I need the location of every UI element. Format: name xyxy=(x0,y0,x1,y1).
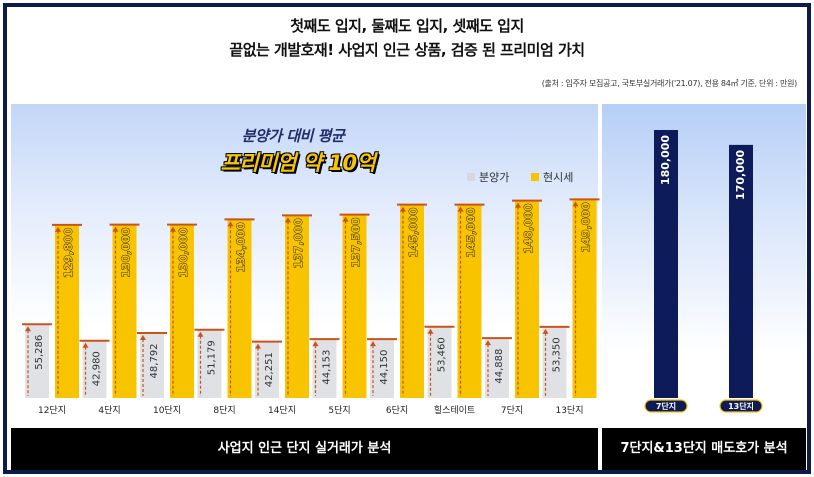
navy-category-label-1: 13단지 xyxy=(728,401,754,411)
arrow-head-current-7 xyxy=(457,206,464,212)
category-label-9: 13단지 xyxy=(555,405,583,416)
category-label-3: 8단지 xyxy=(213,405,235,416)
bar-current-5 xyxy=(342,214,367,398)
arrow-head-sale-8 xyxy=(485,340,491,346)
footer-left-title: 사업지 인근 단지 실거래가 분석 xyxy=(11,428,598,470)
bar-sale-0 xyxy=(25,324,49,398)
category-label-2: 10단지 xyxy=(153,405,181,416)
bar-current-1 xyxy=(112,224,137,398)
value-label-current-3: 134,000 xyxy=(235,222,248,272)
navy-bar-1 xyxy=(729,144,753,398)
bar-current-8 xyxy=(515,200,539,398)
value-label-current-5: 137,500 xyxy=(350,217,363,267)
value-label-sale-8: 44,888 xyxy=(494,349,505,384)
bar-current-6 xyxy=(400,204,424,398)
value-label-sale-6: 44,150 xyxy=(379,350,390,385)
value-label-sale-4: 42,251 xyxy=(264,352,275,387)
navy-category-pill-0 xyxy=(644,399,688,413)
value-label-sale-9: 53,350 xyxy=(552,337,563,372)
footer-right-title: 7단지&13단지 매도호가 분석 xyxy=(602,428,806,470)
bar-current-7 xyxy=(457,204,482,398)
arrow-head-current-2 xyxy=(170,226,176,232)
headline-line2: 끝없는 개발호재! 사업지 인근 상품, 검증 된 프리미엄 가치 xyxy=(229,41,585,59)
bar-sale-5 xyxy=(312,339,337,398)
right-chart-panel xyxy=(602,104,806,418)
value-label-sale-5: 44,153 xyxy=(322,350,333,385)
value-label-current-4: 137,000 xyxy=(292,218,305,268)
arrow-head-sale-6 xyxy=(370,341,376,347)
premium-caption: 프리미엄 약 10억 xyxy=(220,151,376,175)
bar-sale-1 xyxy=(82,340,107,398)
value-label-current-8: 148,000 xyxy=(522,203,535,253)
value-label-current-0: 129,800 xyxy=(62,228,75,278)
bar-sale-8 xyxy=(485,338,509,398)
category-label-6: 6단지 xyxy=(386,405,408,416)
arrow-head-sale-3 xyxy=(197,331,204,337)
arrow-head-current-6 xyxy=(400,206,406,212)
bar-current-9 xyxy=(572,199,597,398)
infographic-frame: 첫째도 입지, 둘째도 입지, 셋째도 입지 끝없는 개발호재! 사업지 인근 … xyxy=(3,3,811,474)
category-label-7: 힐스테이트 xyxy=(434,404,475,416)
arrow-head-sale-0 xyxy=(25,326,31,332)
value-label-current-7: 145,000 xyxy=(465,207,478,257)
right-bar-chart: 180,000 7단지 170,000 13단지 xyxy=(644,130,763,413)
value-label-sale-3: 51,179 xyxy=(207,340,218,375)
value-label-current-1: 130,000 xyxy=(120,227,133,277)
value-label-sale-1: 42,980 xyxy=(92,351,103,386)
bar-current-3 xyxy=(227,219,252,398)
arrow-head-current-5 xyxy=(342,216,349,222)
legend-sale-label: 분양가 xyxy=(479,171,510,184)
arrow-head-current-0 xyxy=(55,226,61,232)
navy-value-label-1: 170,000 xyxy=(734,149,747,199)
headline-line1: 첫째도 입지, 둘째도 입지, 셋째도 입지 xyxy=(290,17,524,35)
category-label-8: 7단지 xyxy=(501,405,523,416)
value-label-current-6: 145,000 xyxy=(407,207,420,257)
navy-category-pill-1 xyxy=(719,399,763,413)
bar-current-0 xyxy=(55,224,79,398)
arrow-head-sale-2 xyxy=(140,334,146,340)
legend-current-label: 현시세 xyxy=(543,171,574,184)
bar-sale-7 xyxy=(427,326,452,398)
bar-current-4 xyxy=(285,215,309,398)
value-label-current-2: 130,000 xyxy=(177,227,190,277)
bar-sale-9 xyxy=(542,326,567,398)
legend-current-swatch xyxy=(531,173,539,181)
arrow-head-current-9 xyxy=(572,201,579,207)
category-label-5: 5단지 xyxy=(328,405,350,416)
navy-value-label-0: 180,000 xyxy=(659,135,672,185)
arrow-head-current-3 xyxy=(227,221,234,227)
left-bar-chart: 55,286 129,800 12단지 42,980 130,000 4단지 48,792 1… xyxy=(22,198,600,416)
arrow-head-sale-4 xyxy=(255,343,261,349)
value-label-current-9: 149,000 xyxy=(580,202,593,252)
bar-sale-4 xyxy=(255,341,279,398)
source-note: (출처 : 입주자 모집공고, 국토부실거래가('21.07), 전용 84㎡ … xyxy=(541,79,798,88)
value-label-sale-0: 55,286 xyxy=(34,335,45,370)
arrow-head-sale-9 xyxy=(542,328,549,334)
legend-current-price: 현시세 xyxy=(531,169,573,185)
category-label-4: 14단지 xyxy=(268,405,296,416)
average-caption: 분양가 대비 평균 xyxy=(241,127,345,145)
arrow-head-current-1 xyxy=(112,226,119,232)
legend-sale-swatch xyxy=(467,173,475,181)
bar-sale-6 xyxy=(370,339,394,398)
arrow-head-sale-5 xyxy=(312,341,319,347)
arrow-head-sale-7 xyxy=(427,328,434,334)
value-label-sale-2: 48,792 xyxy=(149,343,160,378)
legend-sale-price: 분양가 xyxy=(467,169,509,185)
arrow-head-sale-1 xyxy=(82,342,89,348)
bar-current-2 xyxy=(170,224,194,398)
value-label-sale-7: 53,460 xyxy=(437,337,448,372)
arrow-head-current-4 xyxy=(285,217,291,223)
category-label-0: 12단지 xyxy=(38,405,66,416)
bar-sale-3 xyxy=(197,329,222,398)
navy-bar-0 xyxy=(654,130,678,398)
category-label-1: 4단지 xyxy=(98,405,120,416)
bar-sale-2 xyxy=(140,332,164,398)
navy-category-label-0: 7단지 xyxy=(656,401,676,411)
arrow-head-current-8 xyxy=(515,202,521,208)
